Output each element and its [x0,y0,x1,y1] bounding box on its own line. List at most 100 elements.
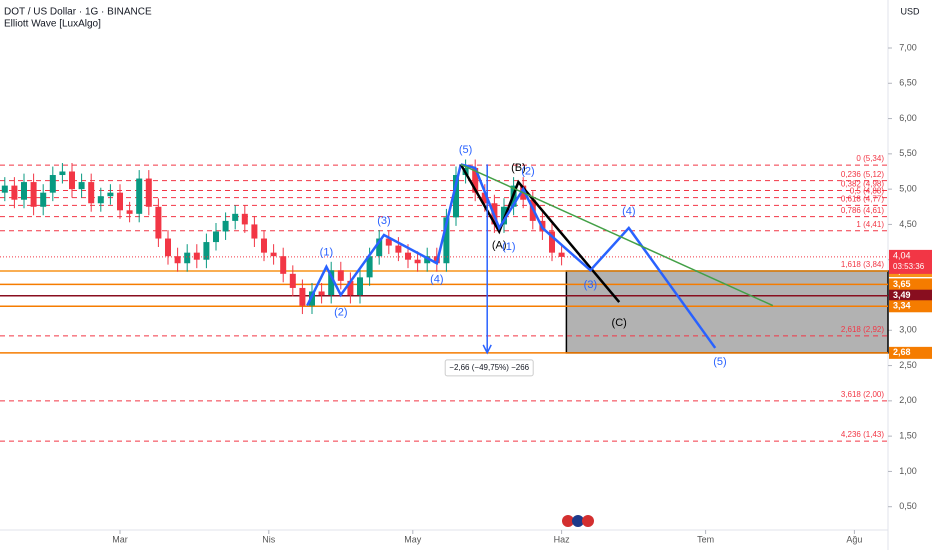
wave-line [459,163,621,303]
wave-line [460,163,717,349]
y-tick-label: 5,00 [899,184,917,194]
candle-body [357,277,363,295]
y-tick-label: 6,50 [899,78,917,88]
target-box [565,270,889,354]
countdown: 03:53:36 [893,262,925,271]
wave-line [306,164,463,307]
fib-label: 0 (5,34) [856,154,884,163]
arrow-head [482,344,492,355]
wave-label: (3) [377,215,390,227]
candle-body [136,178,143,214]
candle-body [443,217,450,264]
wave-label: (1) [320,247,333,259]
last-price-label: 4,04 [893,250,911,260]
candle-body [347,280,354,295]
candle-body [501,206,507,225]
candle-body [232,213,239,221]
price-badge-label: 3,49 [893,290,911,300]
candle-body [126,210,133,214]
fib-label: 0,382 (4,98) [841,180,884,189]
wave-label: (2) [334,307,347,319]
fib-label: 0,786 (4,61) [841,206,884,215]
wave-label: (1) [502,241,515,253]
candle-body [107,192,114,197]
y-tick-label: 6,00 [899,113,917,123]
y-tick-label: 2,50 [899,360,917,370]
candle-body [88,182,95,204]
y-tick-label: 5,50 [899,148,917,158]
measure-box [444,359,534,377]
wave-label: (5) [459,144,472,156]
candle-body [59,171,66,176]
candle-body [165,238,171,257]
wave-label: (2) [521,165,534,177]
x-tick-label: Tem [697,534,714,544]
candle-body [21,182,27,200]
candle-body [203,242,210,260]
wave-label: (A) [492,239,507,251]
wave-label: (C) [612,317,627,329]
candle-body [472,167,479,193]
candle-body [251,224,258,239]
candle-body [385,238,392,246]
candle-body [222,220,229,232]
measure-label: −2,66 (−49,75%) −266 [449,363,529,372]
y-tick-label: 4,50 [899,219,917,229]
candle-body [424,256,431,264]
candle-body [145,178,152,207]
wave-label: (4) [622,206,635,218]
fib-label: 2,618 (2,92) [841,325,884,334]
fib-label: 0,618 (4,77) [841,194,884,203]
last-price-badge [889,249,932,274]
price-badge [889,289,932,302]
candle-body [261,238,267,253]
candle-body [184,252,191,264]
candle-body [241,213,248,225]
candle-body [299,287,306,306]
y-tick-label: 1,00 [899,466,917,476]
candle-body [213,231,219,243]
fib-label: 0,5 (4,88) [850,187,885,196]
price-badge [889,278,932,291]
candle-body [117,192,123,211]
candle-body [280,256,287,274]
y-tick-label: 3,00 [899,325,917,335]
y-tick-label: 1,50 [899,431,917,441]
candle-body [1,185,8,193]
candle-body [549,231,555,253]
fib-label: 1 (4,41) [856,220,884,229]
candle-body [318,291,325,295]
price-badge-label: 2,68 [893,347,911,357]
y-tick-label: 0,50 [899,501,917,511]
candle-body [376,238,383,257]
fib-label: 4,236 (1,43) [841,430,884,439]
fib-label: 3,618 (2,00) [841,390,884,399]
candle-body [558,252,565,257]
price-badge-label: 3,34 [893,301,911,311]
fib-label: 0,236 (5,12) [841,170,884,179]
y-tick-label: 2,00 [899,395,917,405]
candle-body [405,252,411,260]
indicator-name: Elliott Wave [LuxAlgo] [4,19,101,30]
wave-label: (4) [430,273,443,285]
price-badge [889,300,932,313]
candle-body [40,192,47,207]
candle-body [69,171,75,190]
x-tick-label: Mar [112,534,128,544]
wave-label: (3) [584,279,597,291]
candle-body [78,182,85,190]
candle-body [481,192,488,204]
candle-body [30,182,37,207]
wave-line [460,163,774,307]
candle-body [11,185,18,200]
price-badge-label: 3,65 [893,279,911,289]
candle-body [453,175,459,218]
x-tick-label: Ağu [846,534,862,544]
flags [562,515,594,527]
y-tick-label: 7,00 [899,42,917,52]
wave-label: (5) [713,356,726,368]
candle-body [289,273,296,288]
candle-body [337,270,344,281]
